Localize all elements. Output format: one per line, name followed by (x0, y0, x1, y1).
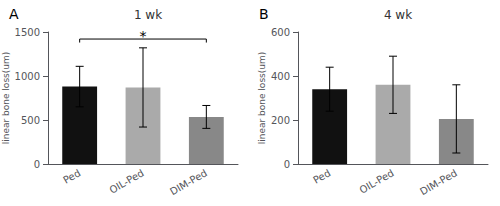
svg-text:4 wk: 4 wk (384, 8, 412, 22)
svg-text:OIL-Ped: OIL-Ped (357, 167, 395, 196)
svg-text:DIM-Ped: DIM-Ped (168, 167, 209, 197)
svg-text:1000: 1000 (15, 71, 40, 82)
svg-text:DIM-Ped: DIM-Ped (418, 167, 459, 197)
svg-text:linear bone loss(um): linear bone loss(um) (1, 52, 11, 145)
svg-text:Ped: Ped (61, 167, 82, 186)
svg-text:*: * (140, 28, 147, 44)
svg-text:A: A (9, 6, 19, 22)
svg-text:400: 400 (271, 71, 290, 82)
svg-text:B: B (259, 6, 269, 22)
svg-text:0: 0 (34, 159, 40, 170)
svg-text:500: 500 (21, 115, 40, 126)
svg-text:1 wk: 1 wk (134, 8, 162, 22)
svg-text:1500: 1500 (15, 27, 40, 38)
svg-text:600: 600 (271, 27, 290, 38)
svg-text:0: 0 (284, 159, 290, 170)
svg-text:OIL-Ped: OIL-Ped (107, 167, 145, 196)
svg-text:linear bone loss(um): linear bone loss(um) (257, 52, 267, 145)
svg-text:200: 200 (271, 115, 290, 126)
svg-text:Ped: Ped (311, 167, 332, 186)
